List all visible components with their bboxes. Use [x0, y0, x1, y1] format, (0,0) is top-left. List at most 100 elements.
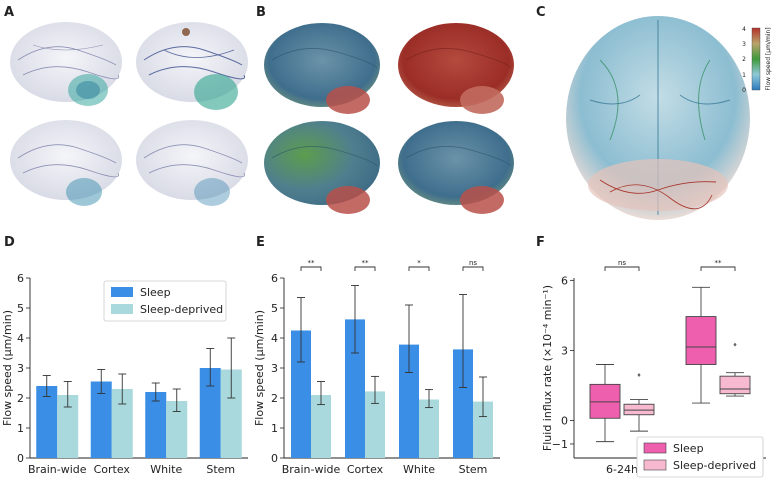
chart-e-xtick-label: White: [403, 463, 435, 476]
colorbar-tick-0: 0: [742, 87, 746, 94]
brain-render-a1: [10, 22, 122, 106]
chart-f-significance-bracket: [604, 266, 640, 271]
chart-d-bar-sleep: [90, 381, 112, 458]
chart-e-bar-sleep-deprived: [365, 391, 385, 458]
chart-f-legend-swatch: [643, 459, 667, 471]
chart-e-ytick-label: 5: [271, 302, 278, 315]
chart-d-legend-label: Sleep: [140, 286, 171, 299]
chart-f-box-sleep: [685, 316, 717, 365]
chart-f-ytick-label: 0: [561, 415, 568, 428]
chart-e-bar-sleep: [399, 344, 419, 458]
chart-e-significance-bracket: [354, 266, 376, 271]
chart-f-box-sleep-deprived: [623, 403, 655, 416]
chart-f-flier-sleep-deprived: [733, 342, 737, 347]
chart-e-significance-bracket: [408, 266, 430, 271]
chart-d-bar-sleep: [145, 392, 167, 458]
chart-e-ytick-label: 2: [271, 392, 278, 405]
chart-e-bar-sleep: [291, 330, 311, 458]
chart-f-flier-sleep-deprived: [637, 373, 641, 378]
panel-letter-e: E: [256, 235, 265, 250]
chart-e-significance-label: ns: [469, 259, 477, 267]
chart-e-ytick-label: 6: [271, 272, 278, 285]
chart-e-ytick-label: 0: [271, 452, 278, 465]
panel-b-brain-renders: [264, 23, 514, 214]
chart-e-significance-bracket: [300, 266, 322, 271]
brain-render-b1: [264, 23, 380, 114]
chart-e-bar-sleep: [345, 319, 365, 458]
chart-d-legend-label: Sleep-deprived: [140, 303, 223, 316]
chart-d-xtick-label: Brain-wide: [28, 463, 87, 476]
chart-e-significance-bracket: [462, 266, 484, 271]
chart-f: −1 0 3 6 Fluid influx rate (×10⁻⁴ min⁻¹) 6-24…: [541, 259, 766, 478]
chart-d-xtick-label: Stem: [206, 463, 235, 476]
colorbar-label: Flow speed [μm/min]: [765, 27, 772, 90]
brain-render-b4: [398, 121, 514, 214]
chart-e-significance-label: **: [308, 259, 316, 267]
colorbar-tick-3: 3: [742, 41, 746, 48]
chart-d-bar-sleep-deprived: [111, 389, 133, 458]
chart-f-significance-label: **: [715, 259, 723, 267]
colorbar-gradient: [751, 27, 761, 91]
chart-d-ytick-label: 4: [17, 332, 24, 345]
brain-render-a3: [10, 120, 122, 206]
colorbar: 0 1 2 3 4 Flow speed [μm/min]: [742, 26, 772, 94]
chart-e-ylabel: Flow speed (μm/min): [253, 310, 266, 426]
brain-render-b3: [264, 121, 380, 214]
chart-e-xtick-label: Brain-wide: [282, 463, 341, 476]
chart-f-box-sleep-deprived: [719, 375, 751, 395]
chart-f-legend-label: Sleep: [673, 442, 704, 455]
chart-d-ylabel: Flow speed (μm/min): [1, 310, 14, 426]
chart-f-significance-bracket: [700, 266, 736, 271]
chart-f-significance-label: ns: [618, 259, 626, 267]
chart-e-ytick-label: 4: [271, 332, 278, 345]
chart-d-ytick-label: 1: [17, 422, 24, 435]
chart-d-legend-swatch: [111, 304, 133, 314]
chart-f-ytick-label: −1: [552, 438, 568, 451]
chart-f-legend-swatch: [643, 442, 667, 454]
chart-d-xtick-label: White: [150, 463, 182, 476]
chart-e-bar-sleep-deprived: [311, 395, 331, 458]
chart-d-bar-sleep-deprived: [57, 395, 79, 458]
chart-e: 0 1 2 3 4 5 6 Flow speed (μm/min) Brain-wide ** Co…: [253, 259, 500, 476]
chart-d-ytick-label: 2: [17, 392, 24, 405]
brain-render-a4: [136, 120, 248, 206]
colorbar-tick-1: 1: [742, 72, 746, 79]
colorbar-tick-2: 2: [742, 56, 746, 63]
chart-e-significance-label: **: [362, 259, 370, 267]
chart-e-xtick-label: Stem: [459, 463, 488, 476]
chart-d-bar-sleep-deprived: [166, 401, 188, 458]
panel-c-vascular-render: [566, 16, 750, 220]
brain-render-a2: [136, 22, 248, 110]
chart-f-box-sleep: [589, 383, 621, 419]
panel-letter-a: A: [4, 5, 14, 20]
chart-d: 0 1 2 3 4 5 6 Flow speed (μm/min) Brain-wide Cort…: [1, 272, 248, 476]
chart-e-bar-sleep-deprived: [473, 401, 493, 458]
chart-f-legend-frame: [636, 436, 764, 478]
chart-f-ylabel: Fluid influx rate (×10⁻⁴ min⁻¹): [541, 285, 554, 451]
chart-d-xtick-label: Cortex: [94, 463, 131, 476]
chart-e-significance-label: *: [417, 259, 421, 267]
chart-d-bar-sleep-deprived: [220, 369, 242, 458]
chart-f-legend-label: Sleep-deprived: [673, 459, 756, 472]
colorbar-tick-4: 4: [742, 26, 746, 33]
brain-render-b2: [398, 23, 514, 114]
chart-f-ytick-label: 3: [561, 344, 568, 357]
chart-d-bar-sleep: [199, 368, 221, 458]
chart-e-bar-sleep-deprived: [419, 399, 439, 458]
chart-e-xtick-label: Cortex: [347, 463, 384, 476]
chart-d-ytick-label: 5: [17, 302, 24, 315]
panel-letter-b: B: [256, 5, 266, 20]
chart-e-ytick-label: 3: [271, 362, 278, 375]
chart-d-ytick-label: 6: [17, 272, 24, 285]
chart-e-ytick-label: 1: [271, 422, 278, 435]
chart-d-legend-swatch: [111, 287, 133, 297]
chart-f-ytick-label: 6: [561, 274, 568, 287]
chart-f-xtick-label: 6-24h: [606, 463, 638, 476]
chart-d-legend-frame: [103, 280, 227, 322]
panel-letter-c: C: [536, 5, 546, 20]
panel-a-brain-renders: [10, 22, 248, 206]
panel-letter-f: F: [536, 235, 545, 250]
panel-letter-d: D: [4, 235, 15, 250]
chart-d-ytick-label: 3: [17, 362, 24, 375]
